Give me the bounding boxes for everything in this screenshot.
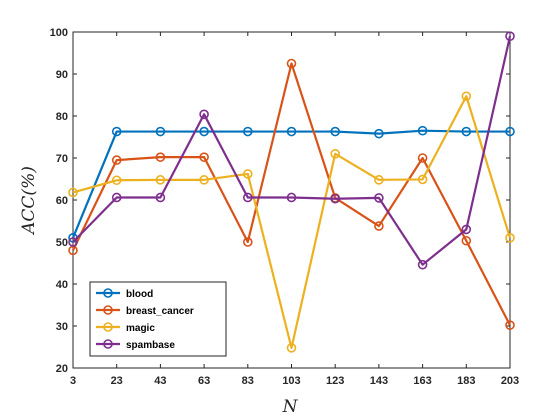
y-tick-label: 90 (56, 69, 68, 81)
data-point (374, 221, 384, 231)
data-point (461, 224, 472, 235)
legend-swatch-marker (103, 288, 113, 298)
series-blood (68, 125, 515, 243)
x-tick-label: 183 (457, 375, 475, 387)
y-tick-label: 50 (56, 237, 68, 249)
legend-swatch-marker (103, 339, 113, 349)
y-tick-label: 70 (56, 153, 68, 165)
data-point (461, 126, 472, 137)
data-point (199, 175, 209, 185)
data-point (461, 235, 472, 246)
data-point (461, 91, 472, 102)
data-point (111, 175, 122, 186)
legend-swatch-marker (103, 305, 113, 315)
data-point (374, 193, 384, 203)
data-point (68, 237, 78, 247)
data-point (199, 109, 209, 120)
data-point (68, 187, 78, 198)
data-point (417, 153, 428, 163)
data-point (286, 343, 297, 353)
x-tick-label: 63 (198, 375, 210, 387)
data-point (155, 152, 166, 162)
data-point (155, 192, 166, 203)
legend-entry-label: spambase (126, 340, 175, 351)
legend-box (89, 281, 227, 357)
y-tick-label: 100 (50, 27, 68, 39)
data-point (199, 126, 209, 137)
data-point (505, 126, 515, 137)
series-line (71, 129, 510, 239)
data-point (243, 237, 253, 247)
y-tick-label: 80 (56, 111, 68, 123)
x-tick-label: 203 (501, 375, 519, 387)
data-point (417, 174, 428, 185)
data-point (111, 155, 122, 165)
legend-entry-label: blood (126, 289, 153, 300)
series-magic (68, 91, 515, 353)
y-axis-title: ACC(%) (19, 166, 39, 236)
data-point (155, 175, 166, 185)
x-tick-label: 43 (154, 375, 166, 387)
data-point (417, 125, 428, 136)
y-tick-label: 40 (56, 279, 68, 291)
x-tick-label: 163 (413, 375, 431, 387)
y-tick-label: 20 (56, 363, 68, 375)
y-tick-label: 30 (56, 321, 68, 333)
data-point (330, 126, 341, 137)
data-point (374, 175, 384, 185)
data-point (243, 192, 253, 203)
data-point (155, 126, 166, 137)
data-point (505, 31, 515, 42)
data-point (505, 320, 515, 330)
x-tick-label: 23 (111, 375, 123, 387)
series-line (72, 95, 512, 349)
data-point (243, 169, 253, 179)
y-tick-label: 60 (56, 195, 68, 207)
data-point (111, 192, 122, 203)
x-tick-label: 83 (242, 375, 254, 387)
x-axis-title: N (282, 397, 299, 417)
x-tick-label: 3 (70, 375, 76, 387)
data-point (243, 126, 253, 137)
data-point (374, 128, 384, 139)
series-spambase (68, 31, 515, 270)
data-point (330, 193, 341, 204)
data-point (417, 259, 428, 270)
x-tick-label: 103 (282, 375, 300, 387)
data-point (286, 58, 297, 69)
data-point (199, 152, 209, 162)
data-point (505, 233, 515, 243)
data-point (286, 126, 297, 137)
legend-swatch-marker (103, 322, 113, 332)
x-tick-label: 143 (370, 375, 388, 387)
legend-entry-label: magic (126, 323, 155, 334)
data-point (111, 126, 122, 137)
series-layer (68, 31, 515, 353)
data-point (286, 192, 297, 203)
legend-entry-label: breast_cancer (126, 306, 194, 317)
x-tick-label: 123 (326, 375, 344, 387)
data-point (330, 149, 341, 159)
series-line (72, 62, 511, 326)
series-line (72, 35, 512, 266)
